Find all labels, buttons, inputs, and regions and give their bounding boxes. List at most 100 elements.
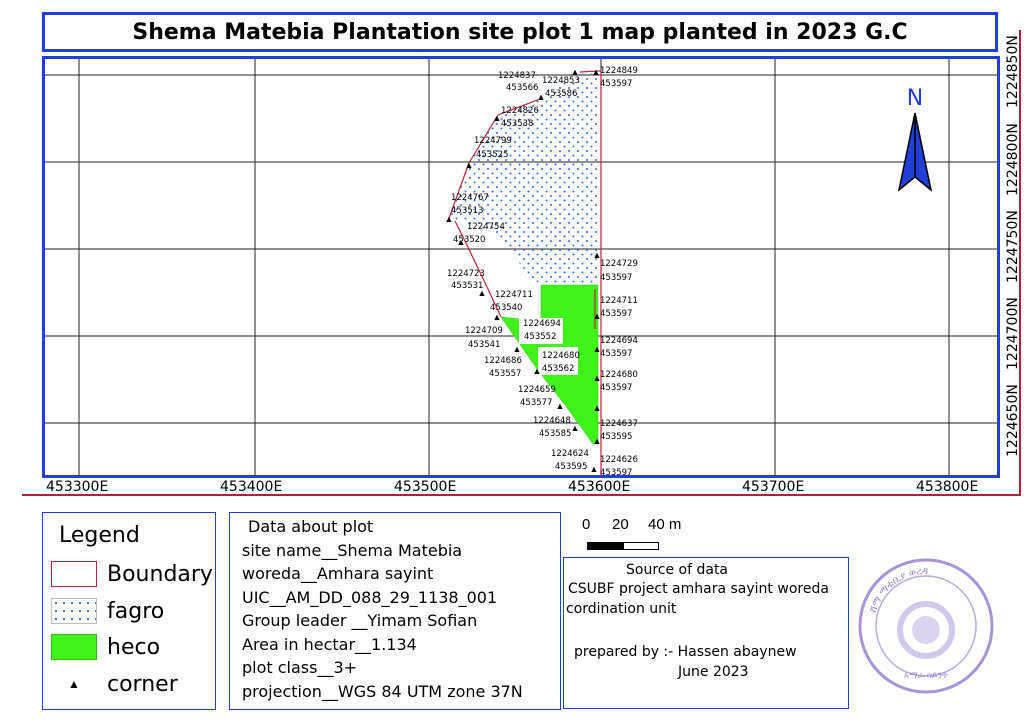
corner-marker: ▲ <box>593 311 602 321</box>
legend-label: corner <box>107 671 178 697</box>
scale-label: 40 m <box>648 516 682 533</box>
corner-label-n: 1224626 <box>600 455 638 465</box>
corner-label-e: 453577 <box>520 398 552 408</box>
corner-label-n: 1224686 <box>484 356 522 366</box>
x-tick-label: 453400E <box>220 479 283 495</box>
official-seal-stamp: ሸማ ማቴቢያ ወረዳ አማራ ሳይንት <box>858 558 994 694</box>
corner-marker: ▲ <box>537 92 546 102</box>
corner-label-n: 1224837 <box>498 71 536 81</box>
x-tick-label: 453800E <box>916 479 979 495</box>
corner-label-e: 453597 <box>600 79 632 89</box>
corner-label-n: 1224694 <box>523 319 561 329</box>
map-title: Shema Matebia Plantation site plot 1 map… <box>42 12 998 52</box>
heco-clearing <box>538 347 578 375</box>
corner-label-e: 453597 <box>600 349 632 359</box>
map-canvas: ▲ ▲ ▲ ▲ ▲ ▲ ▲ ▲ ▲ ▲ ▲ ▲ ▲ ▲ ▲ ▲ ▲ ▲ ▲ ▲ … <box>45 59 997 475</box>
corner-label-n: 1224680 <box>600 370 638 380</box>
scale-segment-dark <box>587 542 623 550</box>
plot-data-line: UIC__AM_DD_088_29_1138_001 <box>242 587 498 607</box>
corner-label-e: 453557 <box>489 369 521 379</box>
corner-marker: ▲ <box>493 113 502 123</box>
corner-label-e: 453531 <box>451 281 483 291</box>
corner-label-e: 453595 <box>555 462 587 472</box>
corner-label-n: 1224849 <box>600 66 638 76</box>
source-title: Source of data <box>626 562 729 578</box>
corner-marker: ▲ <box>513 344 522 354</box>
corner-label-n: 1224711 <box>495 290 533 300</box>
corner-label-e: 453566 <box>506 83 538 93</box>
source-line: cordination unit <box>566 601 677 617</box>
plot-data-line: woreda__Amhara sayint <box>242 564 434 583</box>
y-axis-line <box>1019 30 1021 496</box>
corner-label-n: 1224694 <box>600 336 638 346</box>
corner-label-e: 453597 <box>600 383 632 393</box>
legend-title: Legend <box>59 523 140 548</box>
north-label: N <box>907 86 923 111</box>
seal-text-bottom: አማራ ሳይንት <box>904 670 949 680</box>
corner-label-e: 453525 <box>476 150 508 160</box>
corner-label-e: 453597 <box>600 309 632 319</box>
x-tick-label: 453700E <box>742 479 805 495</box>
corner-marker: ▲ <box>556 401 565 411</box>
corner-label-e: 453520 <box>453 235 485 245</box>
corner-label-n: 1224767 <box>451 193 489 203</box>
x-tick-label: 453500E <box>394 479 457 495</box>
corner-label-n: 1224826 <box>501 106 539 116</box>
corner-label-e: 453586 <box>545 89 577 99</box>
corner-label-n: 1224711 <box>600 296 638 306</box>
scale-label: 20 <box>612 516 629 533</box>
corner-label-n: 1224723 <box>447 269 485 279</box>
y-tick-label: 1224800N <box>1005 123 1021 196</box>
fagro-area <box>449 71 598 285</box>
corner-marker: ▲ <box>593 250 602 260</box>
corner-marker: ▲ <box>493 312 502 322</box>
corner-marker: ▲ <box>457 237 466 247</box>
corner-label-e: 453562 <box>542 364 574 374</box>
corner-marker: ▲ <box>593 373 602 383</box>
corner-label-n: 1224680 <box>542 351 580 361</box>
corner-label-e: 453595 <box>600 432 632 442</box>
legend-label: heco <box>107 634 161 660</box>
corner-markers: ▲ ▲ ▲ ▲ ▲ ▲ ▲ ▲ ▲ ▲ ▲ ▲ ▲ ▲ ▲ ▲ ▲ ▲ ▲ ▲ <box>445 67 602 474</box>
plot-data-line: plot class__3+ <box>242 658 358 677</box>
y-axis-labels: 1224850N 1224800N 1224750N 1224700N 1224… <box>1005 35 1021 457</box>
boundary-swatch-icon <box>51 561 97 587</box>
corner-marker: ▲ <box>590 464 599 474</box>
corner-label-n: 1224754 <box>467 222 505 232</box>
y-tick-label: 1224850N <box>1005 35 1021 108</box>
plot-data-line: Group leader __Yimam Sofian <box>242 611 478 630</box>
corner-marker: ▲ <box>593 403 602 413</box>
corner-marker: ▲ <box>593 344 602 354</box>
legend-item-heco: heco <box>51 634 160 660</box>
corner-label-n: 1224729 <box>600 259 638 269</box>
corner-marker: ▲ <box>592 67 601 77</box>
legend-item-corner: ▲ corner <box>51 671 178 697</box>
corner-marker: ▲ <box>533 366 542 376</box>
corner-label-e: 453597 <box>600 273 632 283</box>
dotted-swatch-icon <box>51 598 97 624</box>
corner-label-e: 453513 <box>451 206 483 216</box>
plot-data-line: site name__Shema Matebia <box>242 540 463 560</box>
x-axis-line <box>22 494 1020 496</box>
corner-marker: ▲ <box>478 288 487 298</box>
x-tick-label: 453600E <box>568 479 631 495</box>
corner-labels: 1224837 453566 1224853 453586 1224849 45… <box>447 66 638 475</box>
corner-marker: ▲ <box>445 214 454 224</box>
prepared-date: June 2023 <box>678 664 749 680</box>
map-frame: ▲ ▲ ▲ ▲ ▲ ▲ ▲ ▲ ▲ ▲ ▲ ▲ ▲ ▲ ▲ ▲ ▲ ▲ ▲ ▲ … <box>42 56 1000 478</box>
legend-item-fagro: fagro <box>51 598 164 624</box>
legend-label: Boundary <box>107 561 213 587</box>
plot-data-line: Area in hectar__1.134 <box>242 634 417 654</box>
corner-label-e: 453541 <box>468 340 500 350</box>
corner-label-e: 453538 <box>501 119 533 129</box>
corner-label-e: 453585 <box>539 429 571 439</box>
scale-bar: 0 20 40 m <box>580 514 700 554</box>
corner-marker: ▲ <box>465 160 474 170</box>
plot-data-title: Data about plot <box>248 517 374 536</box>
plot-data-panel: Data about plot site name__Shema Matebia… <box>229 512 561 710</box>
heco-clearing <box>519 318 563 344</box>
corner-marker: ▲ <box>593 436 602 446</box>
plot-data-line: projection__WGS 84 UTM zone 37N <box>242 681 523 701</box>
corner-label-e: 453552 <box>524 332 556 342</box>
corner-label-n: 1224637 <box>600 419 638 429</box>
